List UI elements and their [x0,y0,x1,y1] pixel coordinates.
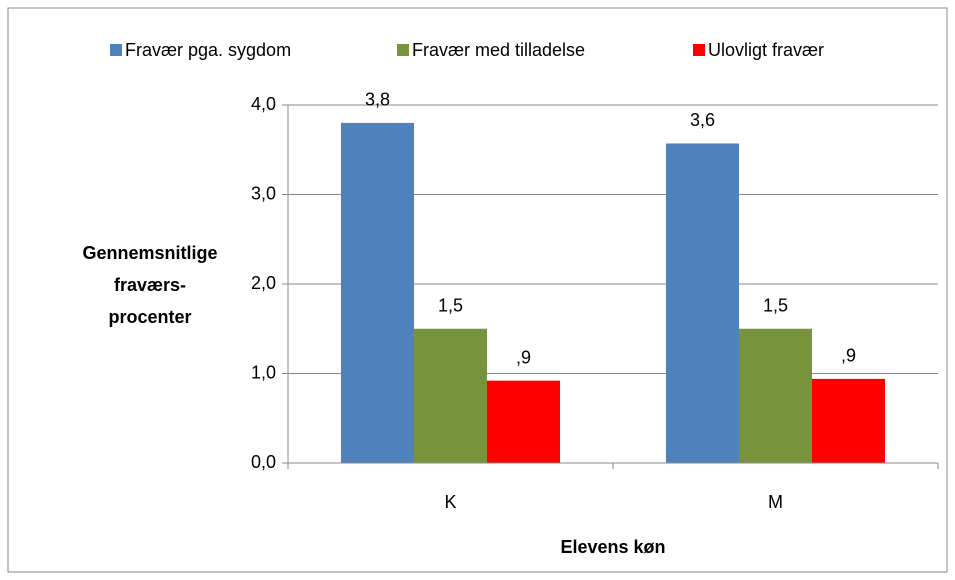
legend-label: Fravær med tilladelse [412,40,585,60]
y-axis-label: Gennemsnitlige [82,243,217,263]
bar [738,328,813,463]
legend-label: Ulovligt fravær [708,40,824,60]
bar [487,380,561,463]
y-tick-label: 2,0 [251,273,276,293]
x-axis-label: Elevens køn [560,537,665,557]
legend-swatch [693,44,705,56]
value-label: 3,8 [365,90,390,110]
bar [413,328,488,463]
y-axis-label: procenter [108,307,191,327]
bar [340,122,414,464]
value-label: ,9 [841,346,856,366]
y-tick-label: 1,0 [251,362,276,382]
x-tick-label: M [768,492,783,512]
legend-swatch [397,44,409,56]
legend-swatch [110,44,122,56]
chart-border [7,7,948,573]
y-tick-label: 3,0 [251,183,276,203]
bar [665,143,739,464]
y-tick-label: 0,0 [251,452,276,472]
bar [812,378,886,463]
value-label: 1,5 [438,296,463,316]
value-label: 3,6 [690,110,715,130]
y-axis-label: fraværs- [114,275,186,295]
y-tick-label: 4,0 [251,94,276,114]
value-label: 1,5 [763,296,788,316]
value-label: ,9 [516,347,531,367]
x-tick-label: K [444,492,456,512]
legend-label: Fravær pga. sygdom [125,40,291,60]
